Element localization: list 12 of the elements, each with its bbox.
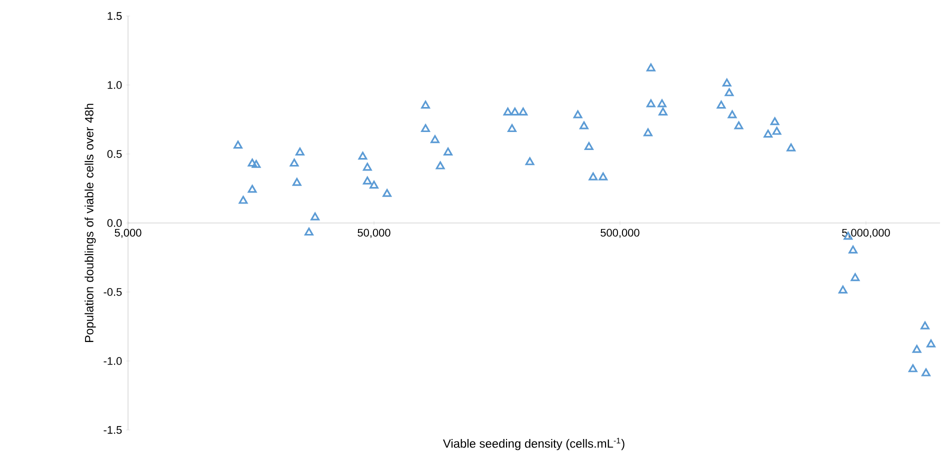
y-tick-label: -0.5 — [104, 288, 122, 296]
y-axis-title: Population doublings of viable cells over 48h — [84, 104, 96, 342]
y-tick-label: -1.0 — [104, 357, 122, 365]
y-tick-label: -1.5 — [104, 426, 122, 434]
x-axis-title: Viable seeding density (cells.mL$^{-1}$) — [443, 438, 624, 450]
y-tick-label: 1.5 — [108, 12, 122, 20]
y-tick-label: 0.0 — [107, 219, 122, 227]
x-tick-label: 50,000 — [358, 228, 390, 238]
x-tick-label: 500,000 — [600, 228, 640, 238]
x-tick-label: 5,000 — [114, 228, 142, 238]
y-tick-label: 1.0 — [108, 81, 122, 89]
y-tick-label: 0.5 — [107, 150, 122, 158]
